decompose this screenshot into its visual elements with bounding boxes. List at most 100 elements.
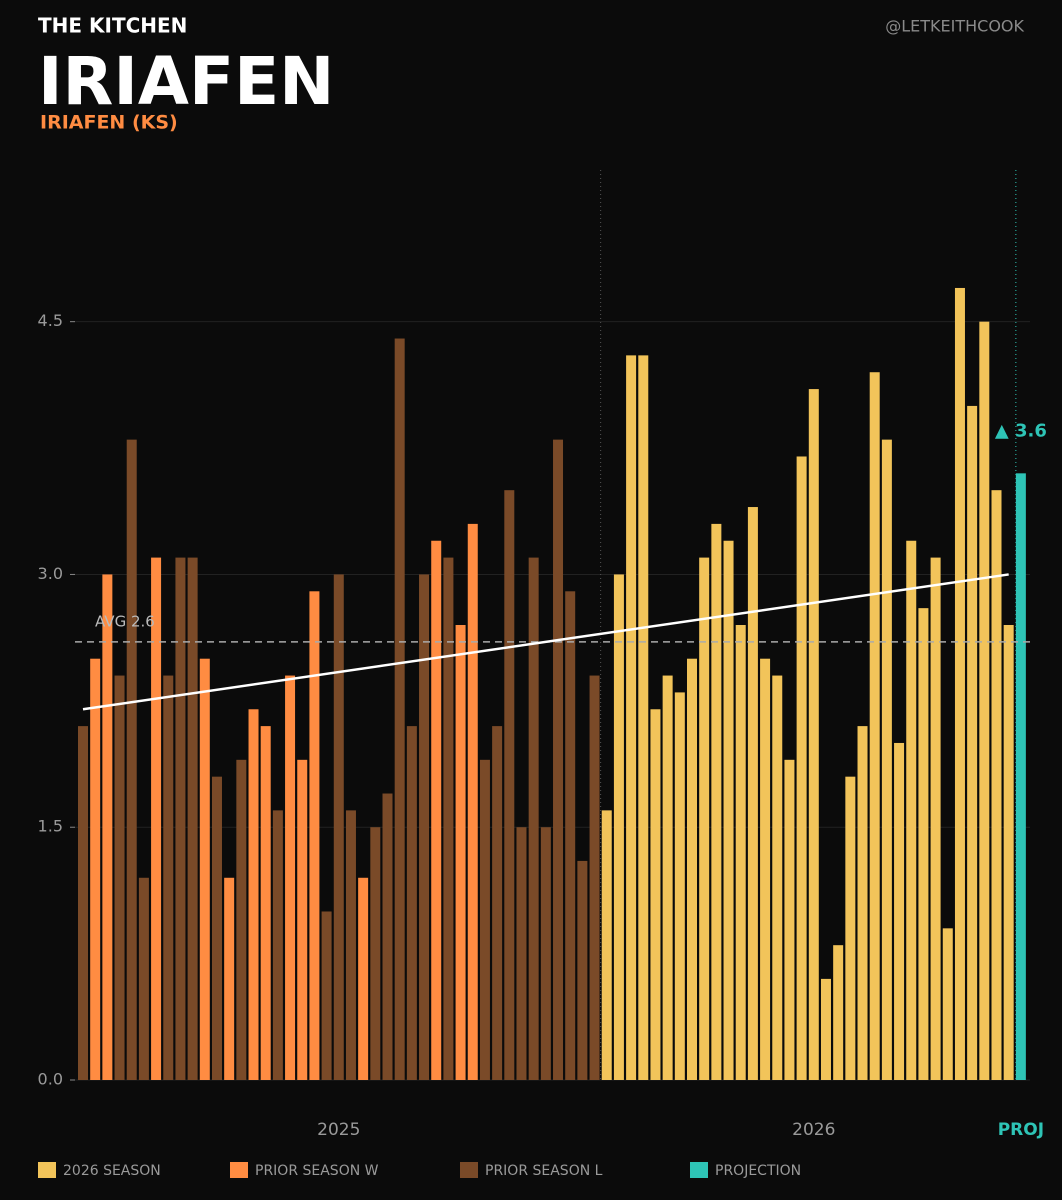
bar <box>370 827 381 1080</box>
bar <box>260 726 271 1080</box>
y-tick-label: 3.0 <box>38 564 63 583</box>
bar <box>1015 473 1026 1080</box>
bar <box>90 658 101 1080</box>
bar <box>784 759 795 1080</box>
bar <box>820 978 831 1080</box>
bar <box>674 692 685 1080</box>
bar <box>626 355 637 1080</box>
bar <box>918 608 929 1080</box>
y-tick-label: 1.5 <box>38 817 63 836</box>
bar <box>601 810 612 1080</box>
bar <box>553 439 564 1080</box>
bar <box>431 540 442 1080</box>
bar <box>930 557 941 1080</box>
bar <box>991 490 1002 1080</box>
bar <box>138 877 149 1080</box>
bar <box>443 557 454 1080</box>
bar <box>406 726 417 1080</box>
bar <box>333 574 344 1080</box>
bar <box>272 810 283 1080</box>
bar <box>504 490 515 1080</box>
bar <box>967 405 978 1081</box>
bar <box>151 557 162 1080</box>
bar <box>589 675 600 1080</box>
bar <box>833 945 844 1080</box>
bar <box>455 625 466 1080</box>
legend-swatch <box>690 1162 708 1178</box>
value-label: ▲ 3.6 <box>995 420 1047 441</box>
bar <box>102 574 113 1080</box>
legend-swatch <box>230 1162 248 1178</box>
bar <box>467 523 478 1080</box>
bar <box>942 928 953 1080</box>
bar <box>394 338 405 1080</box>
bar <box>857 726 868 1080</box>
bar <box>224 877 235 1080</box>
handle: @LETKEITHCOOK <box>885 17 1024 36</box>
subtitle: IRIAFEN (KS) <box>40 112 178 134</box>
bar <box>808 389 819 1080</box>
bar <box>114 675 125 1080</box>
x-tick-label: 2025 <box>317 1120 360 1140</box>
bar <box>613 574 624 1080</box>
bar <box>954 287 965 1080</box>
bar <box>297 759 308 1080</box>
bar <box>248 709 259 1080</box>
kicker: THE KITCHEN <box>38 14 187 38</box>
legend-label: PRIOR SEASON L <box>485 1163 603 1179</box>
bar <box>309 591 320 1080</box>
legend-label: PRIOR SEASON W <box>255 1163 379 1179</box>
bar <box>1003 625 1014 1080</box>
bar <box>516 827 527 1080</box>
legend-label: PROJECTION <box>715 1163 801 1179</box>
bar <box>492 726 503 1080</box>
bar <box>565 591 576 1080</box>
bar <box>285 675 296 1080</box>
bar <box>687 658 697 1080</box>
bar <box>869 372 880 1080</box>
bar <box>723 540 734 1080</box>
x-tick-label: PROJ <box>998 1120 1044 1140</box>
bar <box>711 523 722 1080</box>
bar <box>187 557 198 1080</box>
bar <box>906 540 917 1080</box>
trend-line <box>82 573 1009 711</box>
bar <box>479 759 490 1080</box>
legend-label: 2026 SEASON <box>63 1163 161 1179</box>
bar <box>699 557 710 1080</box>
bar <box>845 776 856 1080</box>
bar <box>345 810 356 1080</box>
legend-swatch <box>38 1162 56 1178</box>
bar <box>662 675 673 1080</box>
bar <box>528 557 539 1080</box>
bar <box>881 439 892 1080</box>
bar <box>419 574 430 1080</box>
y-tick-label: 0.0 <box>38 1070 63 1089</box>
bar <box>199 658 210 1080</box>
bar <box>321 911 332 1080</box>
title: IRIAFEN <box>38 43 334 120</box>
bar <box>894 742 905 1080</box>
bar <box>175 557 186 1080</box>
average-label: AVG 2.6 <box>95 612 155 630</box>
bar <box>772 675 783 1080</box>
bar <box>577 860 588 1080</box>
bar <box>638 355 649 1080</box>
bar <box>78 726 88 1080</box>
bar <box>540 827 551 1080</box>
bar <box>382 793 393 1080</box>
bar <box>650 709 661 1080</box>
bar <box>358 877 369 1080</box>
bar <box>979 321 990 1081</box>
bar <box>236 759 247 1080</box>
bar <box>211 776 222 1080</box>
legend-swatch <box>460 1162 478 1178</box>
bar <box>747 507 758 1080</box>
bar <box>796 456 807 1081</box>
bar <box>735 625 746 1080</box>
bar <box>163 675 174 1080</box>
y-tick-label: 4.5 <box>38 311 63 330</box>
bar <box>126 439 137 1080</box>
